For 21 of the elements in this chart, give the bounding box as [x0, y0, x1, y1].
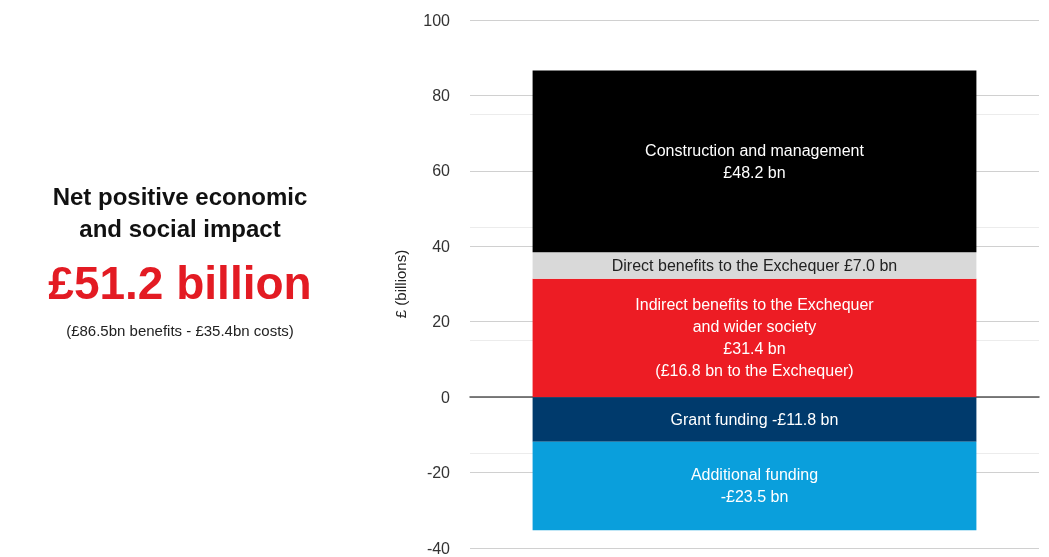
data-label: Construction and management £48.2 bn: [645, 141, 865, 181]
data-label: Indirect benefits to the Exchequer and wider society £31.4 bn (£16.8 bn to the Exchequer): [635, 296, 875, 380]
bar: [532, 70, 977, 253]
y-tick-label: -40: [426, 539, 451, 557]
data-label: Direct benefits to the Exchequer £7.0 bn: [611, 257, 898, 275]
text: £51.2 billion: [48, 257, 312, 309]
y-tick-label: 60: [432, 162, 451, 180]
y-tick-label: 0: [441, 388, 451, 406]
data-label: Additional funding -£23.5 bn: [690, 466, 819, 506]
bar: [532, 441, 977, 531]
y-tick-label: 40: [432, 237, 451, 255]
text: Net positive economic and social impact: [52, 182, 308, 242]
y-tick-label: 20: [432, 313, 451, 331]
text: (£86.5bn benefits - £35.4bn costs): [66, 322, 294, 339]
y-tick-label: 100: [423, 11, 451, 29]
y-axis-title: £ (billions): [392, 249, 409, 319]
y-tick-label: -20: [426, 464, 451, 482]
bar: [532, 397, 977, 442]
data-label: Grant funding -£11.8 bn: [670, 410, 839, 428]
y-tick-label: 80: [432, 86, 451, 104]
bar: [532, 278, 977, 398]
